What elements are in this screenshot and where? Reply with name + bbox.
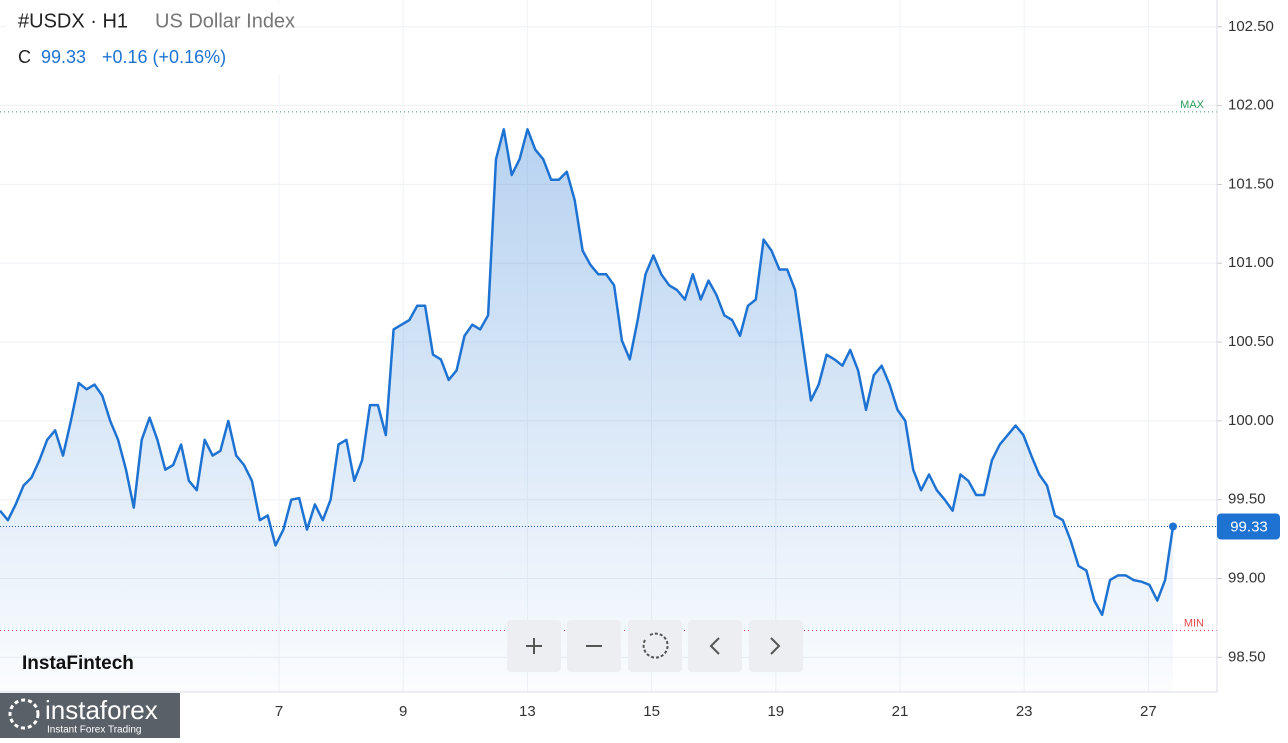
y-tick-label: 102.50 [1228, 18, 1274, 35]
logo-text: instaforex [45, 695, 158, 725]
close-value: 99.33 [41, 47, 86, 67]
y-tick-label: 101.50 [1228, 175, 1274, 192]
symbol: #USDX · H1 [18, 10, 128, 32]
y-tick-label: 99.50 [1228, 491, 1266, 508]
close-change: +0.16 (+0.16%) [102, 47, 226, 67]
close-label: C [18, 47, 31, 67]
x-tick-label: 21 [892, 703, 909, 720]
instrument-name: US Dollar Index [155, 10, 295, 32]
annotation-label: MAX [1180, 99, 1205, 111]
price-tag-label: 99.33 [1230, 518, 1268, 535]
logo-tagline: Instant Forex Trading [47, 725, 142, 736]
price-line [0, 128, 1175, 617]
y-tick-label: 99.00 [1228, 569, 1266, 586]
icon [770, 637, 781, 655]
scroll-left-button[interactable] [688, 620, 742, 672]
icon [709, 637, 720, 655]
y-tick-label: 98.50 [1228, 648, 1266, 665]
x-tick-label: 13 [519, 703, 536, 720]
header-bg [6, 4, 290, 74]
y-tick-label: 100.50 [1228, 333, 1274, 350]
chart-logo: InstaFintech [22, 653, 134, 674]
annotation-label: MIN [1184, 617, 1204, 629]
price-tag [1217, 513, 1280, 540]
logo: instaforex Instant Forex Trading [0, 693, 180, 738]
x-tick-label: 9 [399, 703, 407, 720]
icon [526, 638, 542, 654]
zoom-controls [507, 620, 803, 672]
x-tick-label: 15 [643, 703, 660, 720]
scroll-right-button[interactable] [749, 620, 803, 672]
x-tick-label: 7 [275, 703, 283, 720]
last-point [1169, 522, 1177, 531]
y-tick-label: 101.00 [1228, 254, 1274, 271]
logo-icon [8, 698, 40, 730]
y-tick-label: 100.00 [1228, 412, 1274, 429]
y-tick-label: 102.00 [1228, 97, 1274, 114]
x-tick-label: 19 [767, 703, 784, 720]
reset-button[interactable] [628, 620, 682, 672]
x-tick-label: 23 [1016, 703, 1033, 720]
x-tick-label: 27 [1140, 703, 1157, 720]
area [0, 129, 1173, 693]
